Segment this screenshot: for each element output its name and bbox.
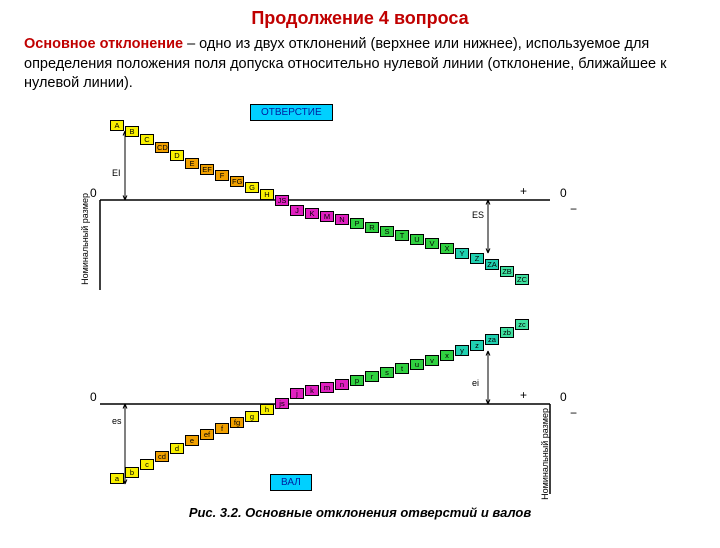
deviation-box-CD: CD — [155, 142, 169, 153]
deviation-box-A: A — [110, 120, 124, 131]
deviation-box-k: k — [305, 385, 319, 396]
deviation-box-a: a — [110, 473, 124, 484]
deviation-box-ZB: ZB — [500, 266, 514, 277]
deviation-box-F: F — [215, 170, 229, 181]
deviation-box-N: N — [335, 214, 349, 225]
zero-right: 0 — [560, 186, 567, 200]
deviation-box-js: js — [275, 398, 289, 409]
deviation-box-C: C — [140, 134, 154, 145]
plus-sign: + — [520, 388, 527, 402]
deviation-box-fg: fg — [230, 417, 244, 428]
deviation-box-t: t — [395, 363, 409, 374]
deviation-box-n: n — [335, 379, 349, 390]
deviation-box-K: K — [305, 208, 319, 219]
page-title: Продолжение 4 вопроса — [0, 8, 720, 29]
deviation-box-y: y — [455, 345, 469, 356]
dim-hole_left: EI — [112, 168, 121, 178]
deviation-box-R: R — [365, 222, 379, 233]
zero-left: 0 — [90, 390, 97, 404]
deviation-box-G: G — [245, 182, 259, 193]
minus-sign: − — [570, 406, 577, 420]
deviation-box-x: x — [440, 350, 454, 361]
deviation-box-j: j — [290, 388, 304, 399]
hole-plate: ОТВЕРСТИЕ — [250, 104, 333, 121]
deviation-box-ZC: ZC — [515, 274, 529, 285]
deviation-box-zb: zb — [500, 327, 514, 338]
deviation-box-ZA: ZA — [485, 259, 499, 270]
deviation-box-u: u — [410, 359, 424, 370]
deviation-box-M: M — [320, 211, 334, 222]
deviation-box-r: r — [365, 371, 379, 382]
deviation-box-h: h — [260, 404, 274, 415]
figure-caption: Рис. 3.2. Основные отклонения отверстий … — [0, 505, 720, 520]
deviation-box-H: H — [260, 189, 274, 200]
deviation-box-J: J — [290, 205, 304, 216]
deviation-box-v: v — [425, 355, 439, 366]
deviation-box-X: X — [440, 243, 454, 254]
deviation-box-d: d — [170, 443, 184, 454]
shaft-plate: ВАЛ — [270, 474, 312, 491]
deviation-box-c: c — [140, 459, 154, 470]
zero-right: 0 — [560, 390, 567, 404]
deviation-box-EF: EF — [200, 164, 214, 175]
deviation-box-s: s — [380, 367, 394, 378]
deviation-box-T: T — [395, 230, 409, 241]
nominal-size-label: Номинальный размер — [540, 408, 550, 500]
deviation-box-b: b — [125, 467, 139, 478]
deviation-box-p: p — [350, 375, 364, 386]
deviation-box-V: V — [425, 238, 439, 249]
deviation-box-m: m — [320, 382, 334, 393]
deviation-box-E: E — [185, 158, 199, 169]
nominal-size-label: Номинальный размер — [80, 193, 90, 285]
deviation-box-e: e — [185, 435, 199, 446]
deviation-box-ef: ef — [200, 429, 214, 440]
deviation-box-U: U — [410, 234, 424, 245]
dim-hole_right: ES — [472, 210, 484, 220]
definition-paragraph: Основное отклонение – одно из двух откло… — [24, 35, 696, 94]
dim-shaft_left: es — [112, 416, 122, 426]
deviation-box-cd: cd — [155, 451, 169, 462]
deviation-box-Z: Z — [470, 253, 484, 264]
zero-left: 0 — [90, 186, 97, 200]
deviation-box-D: D — [170, 150, 184, 161]
deviation-box-FG: FG — [230, 176, 244, 187]
deviation-box-Y: Y — [455, 248, 469, 259]
deviation-box-B: B — [125, 126, 139, 137]
deviation-box-f: f — [215, 423, 229, 434]
deviation-box-P: P — [350, 218, 364, 229]
deviation-box-z: z — [470, 340, 484, 351]
plus-sign: + — [520, 184, 527, 198]
dim-shaft_right: ei — [472, 378, 479, 388]
term: Основное отклонение — [24, 36, 183, 52]
minus-sign: − — [570, 202, 577, 216]
deviation-diagram: 00+−Номинальный размерОТВЕРСТИЕEIESABCCD… — [40, 98, 680, 503]
deviation-box-S: S — [380, 226, 394, 237]
deviation-box-za: za — [485, 334, 499, 345]
deviation-box-g: g — [245, 411, 259, 422]
deviation-box-JS: JS — [275, 195, 289, 206]
deviation-box-zc: zc — [515, 319, 529, 330]
